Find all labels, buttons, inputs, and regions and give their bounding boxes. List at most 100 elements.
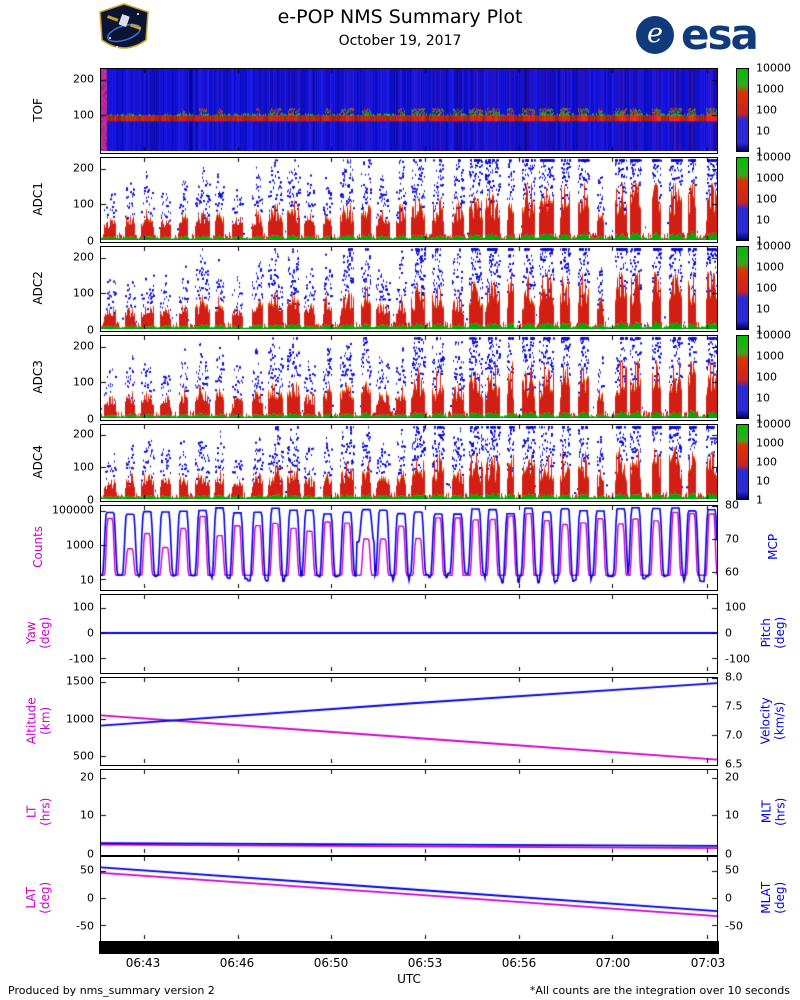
mcp-yticks: 80 70 60 xyxy=(722,499,762,589)
tick-label: 10000 xyxy=(756,328,791,342)
tick-label: 20 xyxy=(80,770,94,784)
altitude-yticks: 1500 1000 500 xyxy=(52,674,97,764)
tick-label: 06:43 xyxy=(125,956,161,970)
mlat-yticks: 50 0 -50 xyxy=(722,856,762,940)
tick-label: -50 xyxy=(725,919,743,933)
velocity-yticks: 8.0 7.5 7.0 6.5 xyxy=(722,671,762,771)
tick-label: 100 xyxy=(756,192,777,206)
tick-label: 100 xyxy=(756,455,777,469)
tick-label: 8.0 xyxy=(725,670,743,684)
adc4-colorbar xyxy=(736,424,749,500)
tick-label: 500 xyxy=(73,749,94,763)
tick-label: 50 xyxy=(80,863,94,877)
tick-label: 1000 xyxy=(756,436,784,450)
yaw-pitch-lineplot xyxy=(101,595,717,671)
adc1-axis-label: ADC1 xyxy=(31,182,46,216)
adc2-spectrogram xyxy=(101,247,717,329)
time-axis-ticks: 06:43 06:46 06:50 06:53 06:56 07:00 07:03 xyxy=(100,956,726,970)
tick-label: 200 xyxy=(73,427,94,441)
mlt-axis-label: MLT (hrs) xyxy=(759,797,787,826)
tick-label: 1 xyxy=(756,234,763,248)
tick-label: 10 xyxy=(756,302,770,316)
lat-mlat-lineplot xyxy=(101,857,717,939)
adc3-colorbar xyxy=(736,335,749,419)
tick-label: 1000 xyxy=(756,260,784,274)
altitude-velocity-lineplot xyxy=(101,678,717,763)
tick-label: 1 xyxy=(756,412,763,426)
tick-label: 100 xyxy=(73,197,94,211)
adc4-axis-label: ADC4 xyxy=(31,445,46,479)
tick-label: 80 xyxy=(725,498,739,512)
lat-axis-label: LAT (deg) xyxy=(24,882,53,914)
lt-plot-frame xyxy=(100,769,718,856)
tick-label: 100 xyxy=(73,460,94,474)
tick-label: 100 xyxy=(73,286,94,300)
tick-label: 0 xyxy=(87,234,94,248)
tick-label: 70 xyxy=(725,532,739,546)
adc2-colorbar-ticks: 10000 1000 100 10 1 xyxy=(753,240,799,337)
adc4-yticks: 200 100 0 xyxy=(52,424,97,506)
adc1-yticks: 200 100 0 xyxy=(52,157,97,247)
tick-label: 1000 xyxy=(756,171,784,185)
tick-label: 200 xyxy=(73,250,94,264)
panel-adc2: ADC2 200 100 0 10000 1000 100 10 1 xyxy=(0,240,800,337)
tick-label: 100 xyxy=(725,600,746,614)
tick-label: 06:50 xyxy=(313,956,349,970)
tof-colorbar-ticks: 10000 1000 100 10 1 xyxy=(753,62,799,159)
tof-yticks: 200 100 xyxy=(52,68,97,152)
adc3-spectrogram xyxy=(101,336,717,418)
counts-mcp-lineplot xyxy=(101,506,717,588)
yaw-axis-label: Yaw (deg) xyxy=(24,617,53,649)
adc3-axis-label: ADC3 xyxy=(31,360,46,394)
adc1-colorbar-ticks: 10000 1000 100 10 1 xyxy=(753,151,799,248)
footer-version-text: Produced by nms_summary version 2 xyxy=(8,984,215,997)
tick-label: 200 xyxy=(73,72,94,86)
tick-label: 100 xyxy=(73,108,94,122)
adc1-plot-frame xyxy=(100,157,718,243)
esa-logo: e esa xyxy=(636,14,759,56)
tick-label: 0 xyxy=(87,323,94,337)
lat-yticks: 50 0 -50 xyxy=(52,856,97,940)
tick-label: 100 xyxy=(756,103,777,117)
tick-label: 06:56 xyxy=(501,956,537,970)
mission-patch-logo xyxy=(96,2,152,62)
tick-label: 0 xyxy=(87,626,94,640)
adc2-axis-label: ADC2 xyxy=(31,271,46,305)
page-title: e-POP NMS Summary Plot xyxy=(277,6,523,28)
tick-label: 1 xyxy=(756,323,763,337)
counts-plot-frame xyxy=(100,505,718,591)
tick-label: 100 xyxy=(756,370,777,384)
tick-label: 100000 xyxy=(52,503,94,517)
adc3-yticks: 200 100 0 xyxy=(52,335,97,425)
panel-counts-mcp: Counts 100000 1000 10 80 70 60 MCP xyxy=(0,499,800,591)
time-coverage-bar xyxy=(99,941,719,954)
tick-label: 10 xyxy=(80,808,94,822)
time-axis-label: UTC xyxy=(397,972,421,986)
tick-label: 10 xyxy=(80,573,94,587)
tick-label: 0 xyxy=(725,626,732,640)
tick-label: 10000 xyxy=(756,61,791,75)
panel-adc4: ADC4 200 100 0 10000 1000 100 10 1 xyxy=(0,418,800,507)
panel-lt-mlt: LT (hrs) 20 10 0 20 10 0 MLT (hrs) xyxy=(0,769,800,861)
tick-label: 100 xyxy=(756,281,777,295)
tick-label: 200 xyxy=(73,339,94,353)
altitude-plot-frame xyxy=(100,677,718,766)
tick-label: 07:00 xyxy=(595,956,631,970)
adc1-colorbar xyxy=(736,157,749,241)
lat-plot-frame xyxy=(100,856,718,942)
velocity-axis-label: Velocity (km/s) xyxy=(759,696,788,745)
counts-yticks: 100000 1000 10 xyxy=(52,503,97,589)
adc2-colorbar xyxy=(736,246,749,330)
adc4-spectrogram xyxy=(101,425,717,499)
altitude-axis-label: Altitude (km) xyxy=(24,697,52,744)
tick-label: 10 xyxy=(756,124,770,138)
tick-label: 100 xyxy=(73,600,94,614)
panel-yaw-pitch: Yaw (deg) 100 0 -100 100 0 -100 Pitch (deg) xyxy=(0,594,800,674)
mcp-axis-label: MCP xyxy=(766,534,781,560)
pitch-yticks: 100 0 -100 xyxy=(722,594,762,672)
tick-label: 1 xyxy=(756,145,763,159)
adc2-plot-frame xyxy=(100,246,718,332)
mlt-yticks: 20 10 0 xyxy=(722,769,762,860)
tick-label: 10000 xyxy=(756,150,791,164)
tof-axis-label: TOF xyxy=(31,98,46,122)
